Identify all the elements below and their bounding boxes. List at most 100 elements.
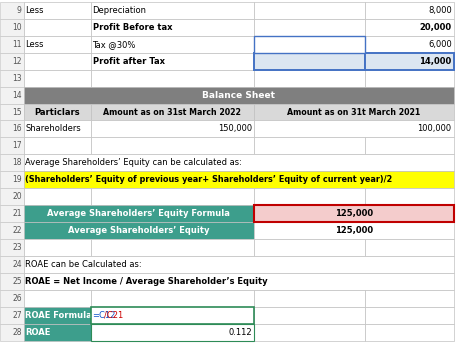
FancyBboxPatch shape	[254, 121, 454, 137]
FancyBboxPatch shape	[0, 53, 24, 70]
Text: 18: 18	[12, 159, 22, 167]
FancyBboxPatch shape	[365, 188, 454, 205]
FancyBboxPatch shape	[254, 205, 454, 222]
FancyBboxPatch shape	[91, 290, 254, 307]
FancyBboxPatch shape	[91, 239, 254, 256]
FancyBboxPatch shape	[91, 307, 254, 324]
FancyBboxPatch shape	[24, 256, 454, 273]
Text: Amount as on 31t March 2021: Amount as on 31t March 2021	[287, 107, 420, 116]
Text: 9: 9	[17, 6, 22, 15]
FancyBboxPatch shape	[0, 222, 24, 239]
FancyBboxPatch shape	[24, 36, 91, 53]
FancyBboxPatch shape	[91, 121, 254, 137]
FancyBboxPatch shape	[0, 36, 24, 53]
FancyBboxPatch shape	[365, 53, 454, 70]
FancyBboxPatch shape	[24, 70, 91, 87]
FancyBboxPatch shape	[254, 70, 365, 87]
FancyBboxPatch shape	[91, 324, 254, 341]
Text: ROAE: ROAE	[26, 328, 51, 337]
FancyBboxPatch shape	[24, 188, 91, 205]
FancyBboxPatch shape	[91, 137, 254, 155]
Text: 23: 23	[12, 243, 22, 252]
Text: Tax @30%: Tax @30%	[92, 40, 136, 49]
FancyBboxPatch shape	[254, 239, 365, 256]
Text: 125,000: 125,000	[335, 209, 373, 218]
Text: /C21: /C21	[104, 311, 124, 320]
Text: (Shareholders’ Equity of previous year+ Shareholders’ Equity of current year)/2: (Shareholders’ Equity of previous year+ …	[26, 175, 392, 184]
FancyBboxPatch shape	[24, 307, 91, 324]
FancyBboxPatch shape	[0, 290, 24, 307]
FancyBboxPatch shape	[365, 53, 454, 70]
FancyBboxPatch shape	[365, 70, 454, 87]
FancyBboxPatch shape	[365, 290, 454, 307]
Text: 10: 10	[12, 23, 22, 32]
Text: 19: 19	[12, 175, 22, 184]
FancyBboxPatch shape	[254, 36, 365, 53]
FancyBboxPatch shape	[0, 70, 24, 87]
FancyBboxPatch shape	[24, 222, 254, 239]
Text: 25: 25	[12, 277, 22, 286]
Text: 16: 16	[12, 125, 22, 134]
Text: Less: Less	[26, 6, 44, 15]
FancyBboxPatch shape	[91, 307, 254, 324]
FancyBboxPatch shape	[0, 19, 24, 36]
Text: 125,000: 125,000	[335, 209, 373, 218]
FancyBboxPatch shape	[0, 239, 24, 256]
Text: Particlars: Particlars	[34, 107, 80, 116]
Text: 17: 17	[12, 141, 22, 150]
FancyBboxPatch shape	[24, 137, 91, 155]
Text: /C21: /C21	[104, 311, 124, 320]
Text: ROAE can be Calculated as:: ROAE can be Calculated as:	[26, 260, 142, 269]
Text: Average Shareholders’ Equity: Average Shareholders’ Equity	[68, 226, 210, 235]
FancyBboxPatch shape	[24, 19, 91, 36]
Text: Amount as on 31st March 2022: Amount as on 31st March 2022	[103, 107, 241, 116]
FancyBboxPatch shape	[91, 19, 254, 36]
FancyBboxPatch shape	[254, 307, 365, 324]
Text: 150,000: 150,000	[218, 125, 252, 134]
FancyBboxPatch shape	[254, 188, 365, 205]
Text: Average Shareholders’ Equity can be calculated as:: Average Shareholders’ Equity can be calc…	[26, 159, 242, 167]
Text: Balance Sheet: Balance Sheet	[202, 91, 275, 100]
FancyBboxPatch shape	[24, 121, 91, 137]
FancyBboxPatch shape	[254, 290, 365, 307]
Text: 11: 11	[12, 40, 22, 49]
FancyBboxPatch shape	[0, 87, 24, 104]
Text: 21: 21	[12, 209, 22, 218]
FancyBboxPatch shape	[365, 324, 454, 341]
Text: 13: 13	[12, 74, 22, 82]
Text: 0.112: 0.112	[228, 328, 252, 337]
FancyBboxPatch shape	[365, 239, 454, 256]
Text: Depreciation: Depreciation	[92, 6, 146, 15]
FancyBboxPatch shape	[254, 19, 365, 36]
FancyBboxPatch shape	[91, 2, 254, 19]
FancyBboxPatch shape	[0, 104, 24, 121]
FancyBboxPatch shape	[254, 2, 365, 19]
FancyBboxPatch shape	[24, 87, 454, 104]
FancyBboxPatch shape	[254, 53, 365, 70]
Text: 28: 28	[12, 328, 22, 337]
FancyBboxPatch shape	[0, 171, 24, 188]
Text: 14: 14	[12, 91, 22, 100]
FancyBboxPatch shape	[24, 2, 91, 19]
FancyBboxPatch shape	[0, 188, 24, 205]
Text: Profit after Tax: Profit after Tax	[92, 57, 164, 66]
Text: ROAE Formula: ROAE Formula	[26, 311, 92, 320]
FancyBboxPatch shape	[254, 222, 454, 239]
Text: 12: 12	[12, 57, 22, 66]
FancyBboxPatch shape	[24, 273, 454, 290]
FancyBboxPatch shape	[24, 290, 91, 307]
Text: 14,000: 14,000	[419, 57, 452, 66]
Text: 24: 24	[12, 260, 22, 269]
FancyBboxPatch shape	[24, 155, 454, 171]
Text: 8,000: 8,000	[428, 6, 452, 15]
Text: ROAE = Net Income / Average Shareholder’s Equity: ROAE = Net Income / Average Shareholder’…	[26, 277, 268, 286]
FancyBboxPatch shape	[0, 155, 24, 171]
FancyBboxPatch shape	[0, 137, 24, 155]
Text: Shareholders: Shareholders	[26, 125, 81, 134]
FancyBboxPatch shape	[0, 205, 24, 222]
FancyBboxPatch shape	[91, 324, 254, 341]
Text: Average Shareholders’ Equity Formula: Average Shareholders’ Equity Formula	[47, 209, 230, 218]
FancyBboxPatch shape	[0, 256, 24, 273]
FancyBboxPatch shape	[24, 104, 91, 121]
Text: Profit Before tax: Profit Before tax	[92, 23, 172, 32]
